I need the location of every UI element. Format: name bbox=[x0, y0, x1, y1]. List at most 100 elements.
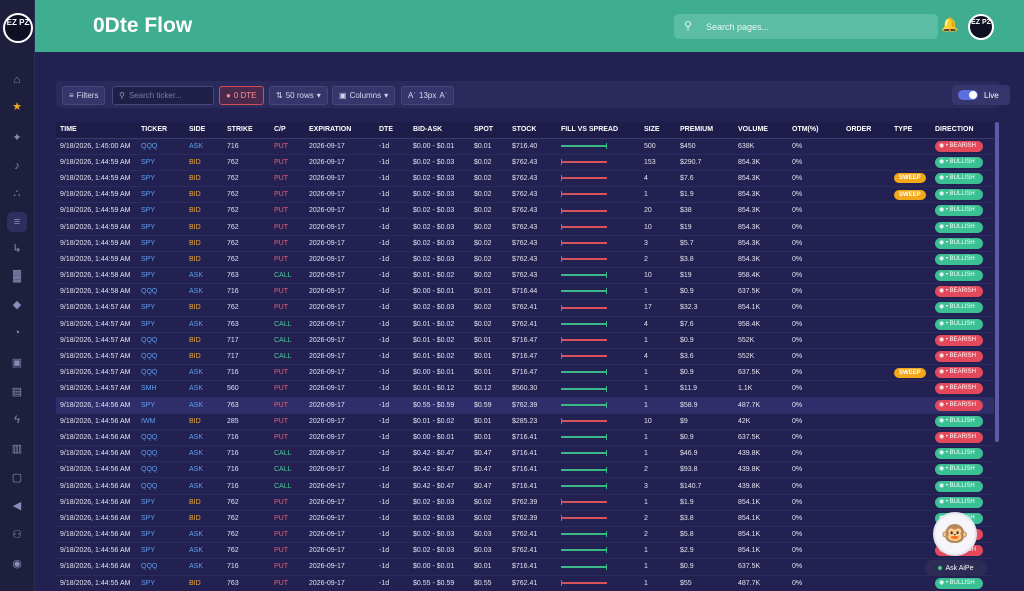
gauge-icon[interactable]: ◔ bbox=[13, 327, 21, 339]
ticker-cell[interactable]: QQQ bbox=[137, 445, 185, 463]
ticker-cell[interactable]: SPY bbox=[137, 526, 185, 544]
ticker-cell[interactable]: QQQ bbox=[137, 461, 185, 479]
calendar-icon[interactable]: ▤ bbox=[11, 385, 23, 398]
bolt-icon[interactable]: ϟ bbox=[14, 414, 20, 426]
folder-icon[interactable]: ▢ bbox=[11, 471, 23, 484]
ticker-cell[interactable]: SMH bbox=[137, 380, 185, 398]
ticker-cell[interactable]: QQQ bbox=[137, 332, 185, 349]
font-decrease-icon[interactable]: Aˈ bbox=[408, 91, 416, 100]
table-row[interactable]: 9/18/2026, 1:44:56 AM QQQ ASK 716 PUT 2026-09… bbox=[56, 429, 994, 447]
table-row[interactable]: 9/18/2026, 1:44:57 AM QQQ ASK 716 PUT 2026-09… bbox=[56, 364, 994, 382]
ticker-cell[interactable]: QQQ bbox=[137, 558, 185, 576]
ticker-cell[interactable]: SPY bbox=[137, 267, 185, 285]
column-header[interactable]: SIZE bbox=[640, 122, 676, 139]
ticker-cell[interactable]: QQQ bbox=[137, 348, 185, 366]
column-header[interactable]: C/P bbox=[270, 122, 305, 139]
home-icon[interactable]: ⌂ bbox=[13, 74, 21, 86]
column-header[interactable]: TYPE bbox=[890, 122, 931, 139]
ticker-cell[interactable]: SPY bbox=[137, 494, 185, 511]
column-header[interactable]: SPOT bbox=[470, 122, 508, 139]
layers-icon[interactable]: ≡ bbox=[7, 212, 27, 232]
table-row[interactable]: 9/18/2026, 1:44:56 AM QQQ ASK 716 CALL 2026-0… bbox=[56, 461, 994, 479]
search-box[interactable]: ⚲ bbox=[674, 14, 938, 39]
table-row[interactable]: 9/18/2026, 1:44:56 AM IWM BID 285 PUT 2026-09… bbox=[56, 413, 994, 430]
ask-aipe-button[interactable]: Ask AiPe bbox=[925, 560, 987, 576]
column-header[interactable]: SIDE bbox=[185, 122, 223, 139]
drop-icon[interactable]: ◆ bbox=[12, 298, 22, 311]
table-row[interactable]: 9/18/2026, 1:44:56 AM QQQ ASK 716 CALL 2026-0… bbox=[56, 445, 994, 463]
table-row[interactable]: 9/18/2026, 1:44:59 AM SPY BID 762 PUT 2026-09… bbox=[56, 202, 994, 220]
ticker-cell[interactable]: SPY bbox=[137, 316, 185, 333]
table-row[interactable]: 9/18/2026, 1:44:59 AM SPY BID 762 PUT 2026-09… bbox=[56, 154, 994, 171]
font-increase-icon[interactable]: Aˈ bbox=[439, 91, 448, 100]
table-row[interactable]: 9/18/2026, 1:44:57 AM SPY ASK 763 CALL 2026-0… bbox=[56, 316, 994, 333]
briefcase-icon[interactable]: ▣ bbox=[11, 356, 23, 369]
table-row[interactable]: 9/18/2026, 1:44:58 AM QQQ ASK 716 PUT 2026-09… bbox=[56, 283, 994, 301]
column-header[interactable]: TICKER bbox=[137, 122, 185, 139]
ticker-cell[interactable]: SPY bbox=[137, 575, 185, 591]
dte-filter-button[interactable]: ● 0 DTE bbox=[219, 86, 264, 105]
table-row[interactable]: 9/18/2026, 1:44:57 AM SMH ASK 560 PUT 2026-09… bbox=[56, 380, 994, 398]
filters-button[interactable]: ≡ Filters bbox=[62, 86, 106, 105]
table-row[interactable]: 9/18/2026, 1:44:59 AM SPY BID 762 PUT 2026-09… bbox=[56, 235, 994, 252]
table-row[interactable]: 9/18/2026, 1:44:56 AM SPY ASK 762 PUT 2026-09… bbox=[56, 526, 994, 544]
users-icon[interactable]: ⚇ bbox=[12, 528, 22, 541]
ticker-cell[interactable]: SPY bbox=[137, 235, 185, 252]
redirect-icon[interactable]: ↳ bbox=[12, 242, 22, 255]
table-row[interactable]: 9/18/2026, 1:44:57 AM QQQ BID 717 CALL 2026-0… bbox=[56, 332, 994, 349]
ticker-cell[interactable]: QQQ bbox=[137, 477, 185, 495]
ticker-cell[interactable]: SPY bbox=[137, 510, 185, 528]
live-switch[interactable] bbox=[958, 90, 978, 100]
table-row[interactable]: 9/18/2026, 1:45:00 AM QQQ ASK 716 PUT 2026-09… bbox=[56, 138, 994, 155]
table-row[interactable]: 9/18/2026, 1:44:56 AM SPY ASK 762 PUT 2026-09… bbox=[56, 542, 994, 560]
font-size-control[interactable]: Aˈ 13px Aˈ bbox=[401, 86, 455, 105]
ticker-cell[interactable]: SPY bbox=[137, 542, 185, 560]
megaphone-icon[interactable]: ◀ bbox=[12, 499, 22, 512]
column-header[interactable]: DTE bbox=[375, 122, 409, 139]
bar-chart-icon[interactable]: ▓ bbox=[12, 270, 22, 282]
ticker-cell[interactable]: SPY bbox=[137, 397, 185, 414]
column-header[interactable]: STOCK bbox=[508, 122, 557, 139]
sidebar-logo[interactable]: EZ PZ bbox=[3, 13, 33, 43]
column-header[interactable]: FILL VS SPREAD bbox=[557, 122, 640, 139]
ticker-cell[interactable]: QQQ bbox=[137, 429, 185, 447]
ticker-cell[interactable]: SPY bbox=[137, 299, 185, 317]
ticker-cell[interactable]: SPY bbox=[137, 154, 185, 171]
ticker-cell[interactable]: SPY bbox=[137, 202, 185, 220]
table-row[interactable]: 9/18/2026, 1:44:59 AM SPY BID 762 PUT 2026-09… bbox=[56, 251, 994, 269]
star-icon[interactable]: ★ bbox=[12, 100, 22, 113]
aipe-avatar-icon[interactable]: 🐵 bbox=[933, 512, 977, 556]
table-row[interactable]: 9/18/2026, 1:44:59 AM SPY BID 762 PUT 2026-09… bbox=[56, 218, 994, 236]
network-icon[interactable]: ∴ bbox=[13, 187, 21, 200]
ticker-cell[interactable]: SPY bbox=[137, 251, 185, 269]
search-input[interactable] bbox=[706, 18, 926, 35]
column-header[interactable]: EXPIRATION bbox=[305, 122, 375, 139]
ticker-cell[interactable]: SPY bbox=[137, 170, 185, 188]
table-row[interactable]: 9/18/2026, 1:44:56 AM SPY BID 762 PUT 2026-09… bbox=[56, 494, 994, 511]
ticker-cell[interactable]: IWM bbox=[137, 413, 185, 430]
table-scrollbar[interactable] bbox=[995, 122, 999, 442]
ticker-cell[interactable]: SPY bbox=[137, 218, 185, 236]
column-header[interactable]: BID-ASK bbox=[409, 122, 470, 139]
column-header[interactable]: TIME bbox=[56, 122, 137, 139]
user-avatar[interactable]: EZ PZ bbox=[968, 14, 994, 40]
table-row[interactable]: 9/18/2026, 1:44:56 AM SPY BID 762 PUT 2026-09… bbox=[56, 510, 994, 528]
table-row[interactable]: 9/18/2026, 1:44:59 AM SPY BID 762 PUT 2026-09… bbox=[56, 170, 994, 188]
live-toggle[interactable]: Live bbox=[952, 85, 1010, 105]
table-row[interactable]: 9/18/2026, 1:44:55 AM SPY BID 763 PUT 2026-09… bbox=[56, 575, 994, 591]
table-row[interactable]: 9/18/2026, 1:44:58 AM SPY ASK 763 CALL 2026-0… bbox=[56, 267, 994, 285]
notifications-bell-icon[interactable]: 🔔 bbox=[941, 16, 959, 32]
column-header[interactable]: STRIKE bbox=[223, 122, 270, 139]
table-row[interactable]: 9/18/2026, 1:44:56 AM SPY ASK 763 PUT 2026-09… bbox=[56, 397, 994, 414]
table-row[interactable]: 9/18/2026, 1:44:57 AM QQQ BID 717 CALL 2026-0… bbox=[56, 348, 994, 366]
table-row[interactable]: 9/18/2026, 1:44:56 AM QQQ ASK 716 PUT 2026-09… bbox=[56, 558, 994, 576]
document-icon[interactable]: ▥ bbox=[11, 442, 23, 455]
ticker-search-input[interactable] bbox=[128, 91, 209, 100]
table-row[interactable]: 9/18/2026, 1:44:56 AM QQQ ASK 716 CALL 2026-0… bbox=[56, 477, 994, 495]
ticker-cell[interactable]: SPY bbox=[137, 186, 185, 204]
discord-icon[interactable]: ◉ bbox=[12, 557, 22, 570]
column-header[interactable]: DIRECTION bbox=[931, 122, 994, 139]
rows-select[interactable]: ⇅ 50 rows ▾ bbox=[269, 86, 328, 105]
table-row[interactable]: 9/18/2026, 1:44:59 AM SPY BID 762 PUT 2026-09… bbox=[56, 186, 994, 204]
ask-aipe-widget[interactable]: 🐵 Ask AiPe bbox=[925, 512, 1001, 578]
